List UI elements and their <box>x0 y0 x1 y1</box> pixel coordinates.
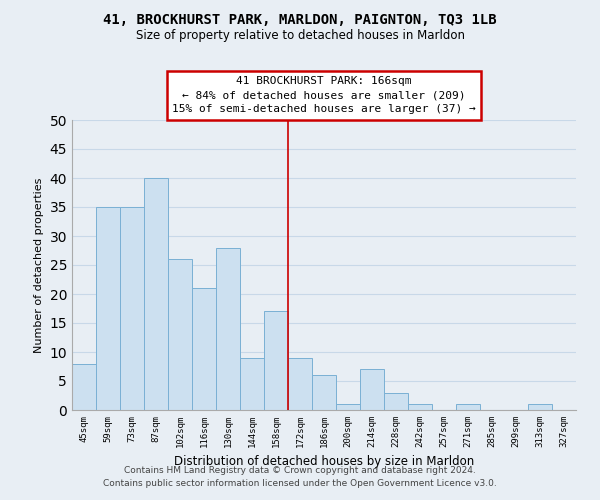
Bar <box>408 404 432 410</box>
Bar <box>168 259 192 410</box>
Text: Size of property relative to detached houses in Marldon: Size of property relative to detached ho… <box>136 29 464 42</box>
Bar <box>72 364 96 410</box>
Bar <box>240 358 264 410</box>
Bar <box>96 207 120 410</box>
Bar <box>192 288 216 410</box>
Bar <box>528 404 552 410</box>
Bar <box>144 178 168 410</box>
Bar <box>312 375 336 410</box>
Bar <box>288 358 312 410</box>
Bar <box>264 312 288 410</box>
Bar <box>216 248 240 410</box>
Bar <box>384 392 408 410</box>
Bar <box>336 404 360 410</box>
Bar <box>456 404 480 410</box>
Text: 41, BROCKHURST PARK, MARLDON, PAIGNTON, TQ3 1LB: 41, BROCKHURST PARK, MARLDON, PAIGNTON, … <box>103 12 497 26</box>
Bar <box>360 370 384 410</box>
Text: Contains HM Land Registry data © Crown copyright and database right 2024.
Contai: Contains HM Land Registry data © Crown c… <box>103 466 497 487</box>
Bar <box>120 207 144 410</box>
Y-axis label: Number of detached properties: Number of detached properties <box>34 178 44 352</box>
Text: 41 BROCKHURST PARK: 166sqm
← 84% of detached houses are smaller (209)
15% of sem: 41 BROCKHURST PARK: 166sqm ← 84% of deta… <box>172 76 476 114</box>
X-axis label: Distribution of detached houses by size in Marldon: Distribution of detached houses by size … <box>174 456 474 468</box>
